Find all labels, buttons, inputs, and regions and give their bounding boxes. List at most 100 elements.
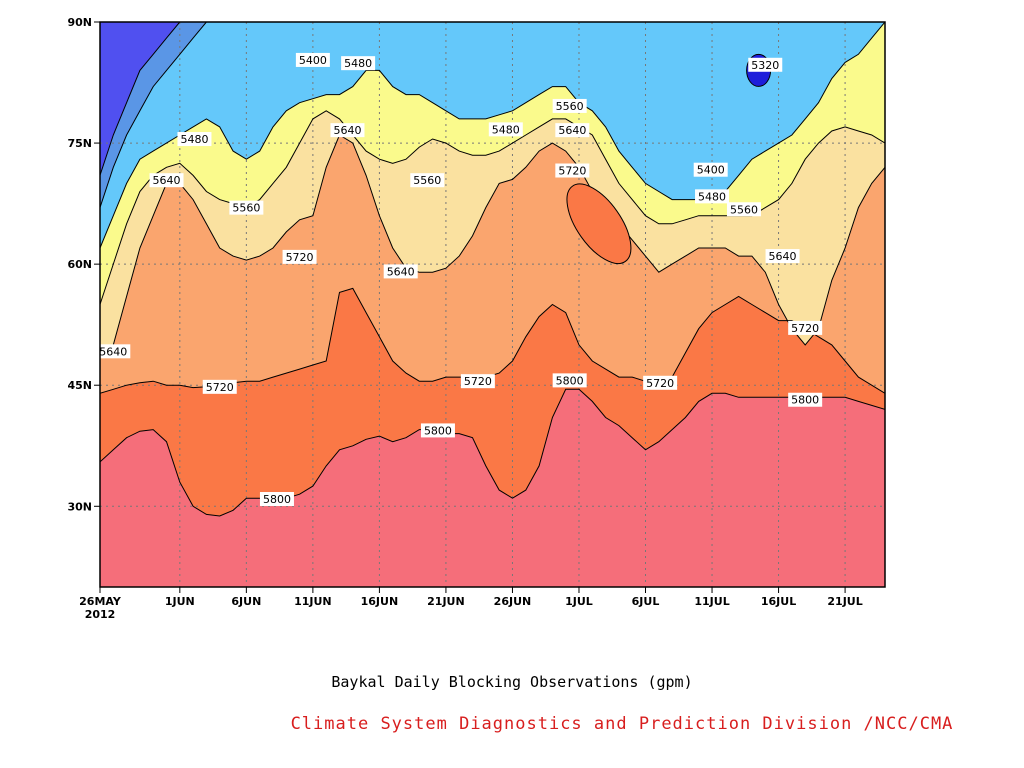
contour-label-bg xyxy=(643,375,678,390)
x-tick-label: 16JUN xyxy=(361,595,399,608)
contour-label: 5400 xyxy=(693,162,728,177)
contour-label-text: 5720 xyxy=(646,377,674,390)
contour-label: 5560 xyxy=(229,200,264,215)
y-tick-label: 60N xyxy=(67,258,92,271)
y-tick-label: 30N xyxy=(67,500,92,513)
contour-label: 5640 xyxy=(555,123,590,138)
x-tick-label: 26JUN xyxy=(494,595,532,608)
contour-label: 5640 xyxy=(383,264,418,279)
contour-label-bg xyxy=(488,122,523,137)
x-tick-sublabel: 2012 xyxy=(85,608,116,621)
x-tick-label: 16JUL xyxy=(761,595,796,608)
contour-label: 5800 xyxy=(420,423,455,438)
contour-label: 5800 xyxy=(552,373,587,388)
contour-label-bg xyxy=(552,98,587,113)
contour-label-text: 5320 xyxy=(751,59,779,72)
contour-label-bg xyxy=(765,249,800,264)
contour-label: 5560 xyxy=(410,173,445,188)
contour-label-text: 5640 xyxy=(387,265,415,278)
plot-frame xyxy=(99,21,886,588)
contour-label-text: 5560 xyxy=(413,174,441,187)
contour-label-text: 5640 xyxy=(558,124,586,137)
contour-label-bg xyxy=(259,492,294,507)
contour-label-bg xyxy=(555,123,590,138)
y-tick-label: 75N xyxy=(67,137,92,150)
chart-title: Baykal Daily Blocking Observations (gpm) xyxy=(331,673,693,691)
contour-label: 5640 xyxy=(149,173,184,188)
contour-label: 5480 xyxy=(177,132,212,147)
contour-label-text: 5720 xyxy=(206,381,234,394)
x-tick-label: 26MAY xyxy=(79,595,122,608)
contour-label-text: 5480 xyxy=(344,57,372,70)
contour-label-bg xyxy=(410,173,445,188)
contour-label-bg xyxy=(330,123,365,138)
x-tick-label: 6JUN xyxy=(231,595,261,608)
contour-label-text: 5800 xyxy=(263,493,291,506)
contour-label-bg xyxy=(149,173,184,188)
contour-label: 5800 xyxy=(788,392,823,407)
contour-label-text: 5560 xyxy=(232,202,260,215)
x-tick-label: 21JUN xyxy=(427,595,465,608)
contour-label: 5640 xyxy=(765,249,800,264)
contour-label: 5320 xyxy=(748,57,783,72)
contour-label-bg xyxy=(420,423,455,438)
contour-label-text: 5720 xyxy=(791,322,819,335)
y-tick-label: 90N xyxy=(67,16,92,29)
contour-label-text: 5400 xyxy=(697,164,725,177)
contour-label-bg xyxy=(552,373,587,388)
contour-label: 5640 xyxy=(330,123,365,138)
contour-label: 5480 xyxy=(341,56,376,71)
contour-label: 5560 xyxy=(726,202,761,217)
contour-label-text: 5640 xyxy=(769,250,797,263)
contour-label-text: 5560 xyxy=(730,203,758,216)
contour-label-text: 5800 xyxy=(424,424,452,437)
contour-label: 5720 xyxy=(643,375,678,390)
y-axis: 30N 45N 60N 75N 90N xyxy=(67,16,100,513)
contour-label-text: 5640 xyxy=(333,124,361,137)
x-tick-label: 11JUL xyxy=(694,595,729,608)
contour-label: 5480 xyxy=(488,122,523,137)
contour-label: 5720 xyxy=(202,379,237,394)
contour-label-bg xyxy=(96,344,131,359)
band-5560 xyxy=(100,22,885,248)
contour-label-text: 5480 xyxy=(492,123,520,136)
contour-label-bg xyxy=(460,374,495,389)
contour-label-bg xyxy=(383,264,418,279)
contour-5800 xyxy=(100,388,885,517)
contour-label: 5560 xyxy=(552,98,587,113)
contour-label: 5720 xyxy=(460,374,495,389)
contour-label: 5640 xyxy=(96,344,131,359)
x-tick-label: 1JUN xyxy=(165,595,195,608)
contour-label: 5800 xyxy=(259,492,294,507)
contour-label-text: 5800 xyxy=(791,394,819,407)
contour-label: 5720 xyxy=(282,249,317,264)
contour-label-bg xyxy=(177,132,212,147)
x-tick-label: 11JUN xyxy=(294,595,332,608)
contour-label-bg xyxy=(695,189,730,204)
x-tick-label: 6JUL xyxy=(632,595,660,608)
band-5400 xyxy=(100,22,180,176)
contour-label-text: 5480 xyxy=(698,190,726,203)
contour-label-bg xyxy=(788,392,823,407)
contour-label-text: 5720 xyxy=(558,165,586,178)
contour-label-bg xyxy=(693,162,728,177)
contour-label-bg xyxy=(726,202,761,217)
chart-credit: Climate System Diagnostics and Predictio… xyxy=(290,714,954,734)
contour-label: 5720 xyxy=(788,320,823,335)
contour-label-text: 5640 xyxy=(153,174,181,187)
contour-label: 5720 xyxy=(555,163,590,178)
contour-label-text: 5720 xyxy=(286,251,314,264)
contour-label-bg xyxy=(555,163,590,178)
contour-label: 5400 xyxy=(295,52,330,67)
contour-5320 xyxy=(100,22,181,176)
contour-5640 xyxy=(100,134,885,354)
x-tick-label: 21JUL xyxy=(827,595,862,608)
contour-label-bg xyxy=(282,249,317,264)
contour-label-text: 5800 xyxy=(556,374,584,387)
contour-label: 5480 xyxy=(695,189,730,204)
contour-label-text: 5400 xyxy=(299,54,327,67)
y-tick-label: 45N xyxy=(67,379,92,392)
contour-label-text: 5480 xyxy=(180,133,208,146)
